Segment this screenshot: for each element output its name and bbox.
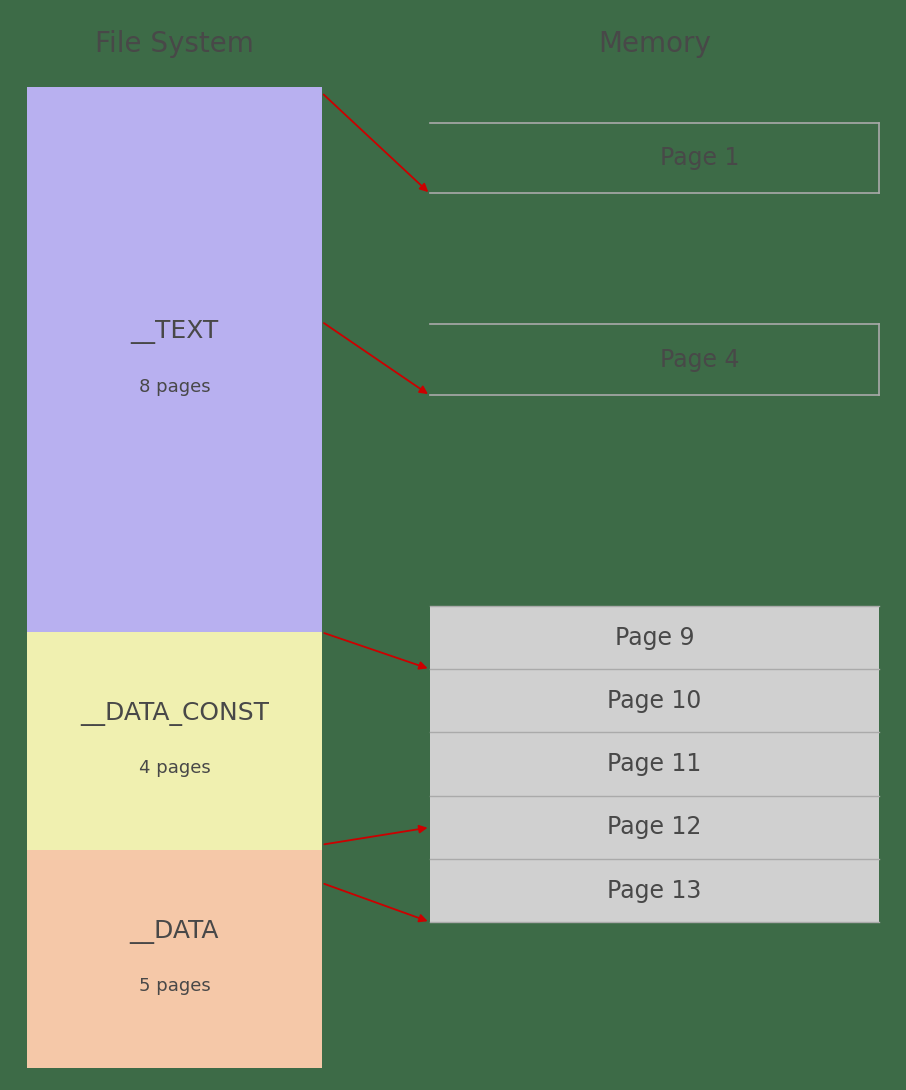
Text: __DATA: __DATA [130,920,219,944]
Text: __TEXT: __TEXT [130,320,218,344]
Bar [27,632,322,850]
Bar [27,87,322,632]
Text: Page 10: Page 10 [607,689,702,713]
Text: 5 pages: 5 pages [139,978,210,995]
Text: Page 4: Page 4 [660,348,739,372]
Text: Page 12: Page 12 [607,815,702,839]
Text: Page 11: Page 11 [607,752,702,776]
Bar [27,850,322,1068]
Text: 4 pages: 4 pages [139,760,210,777]
Text: Page 13: Page 13 [607,879,702,903]
Text: File System: File System [95,29,254,58]
Text: Page 1: Page 1 [660,146,739,170]
Text: Memory: Memory [598,29,711,58]
Text: 8 pages: 8 pages [139,378,210,396]
Text: Page 9: Page 9 [615,626,694,650]
Bar [430,606,879,922]
Text: __DATA_CONST: __DATA_CONST [80,702,269,726]
